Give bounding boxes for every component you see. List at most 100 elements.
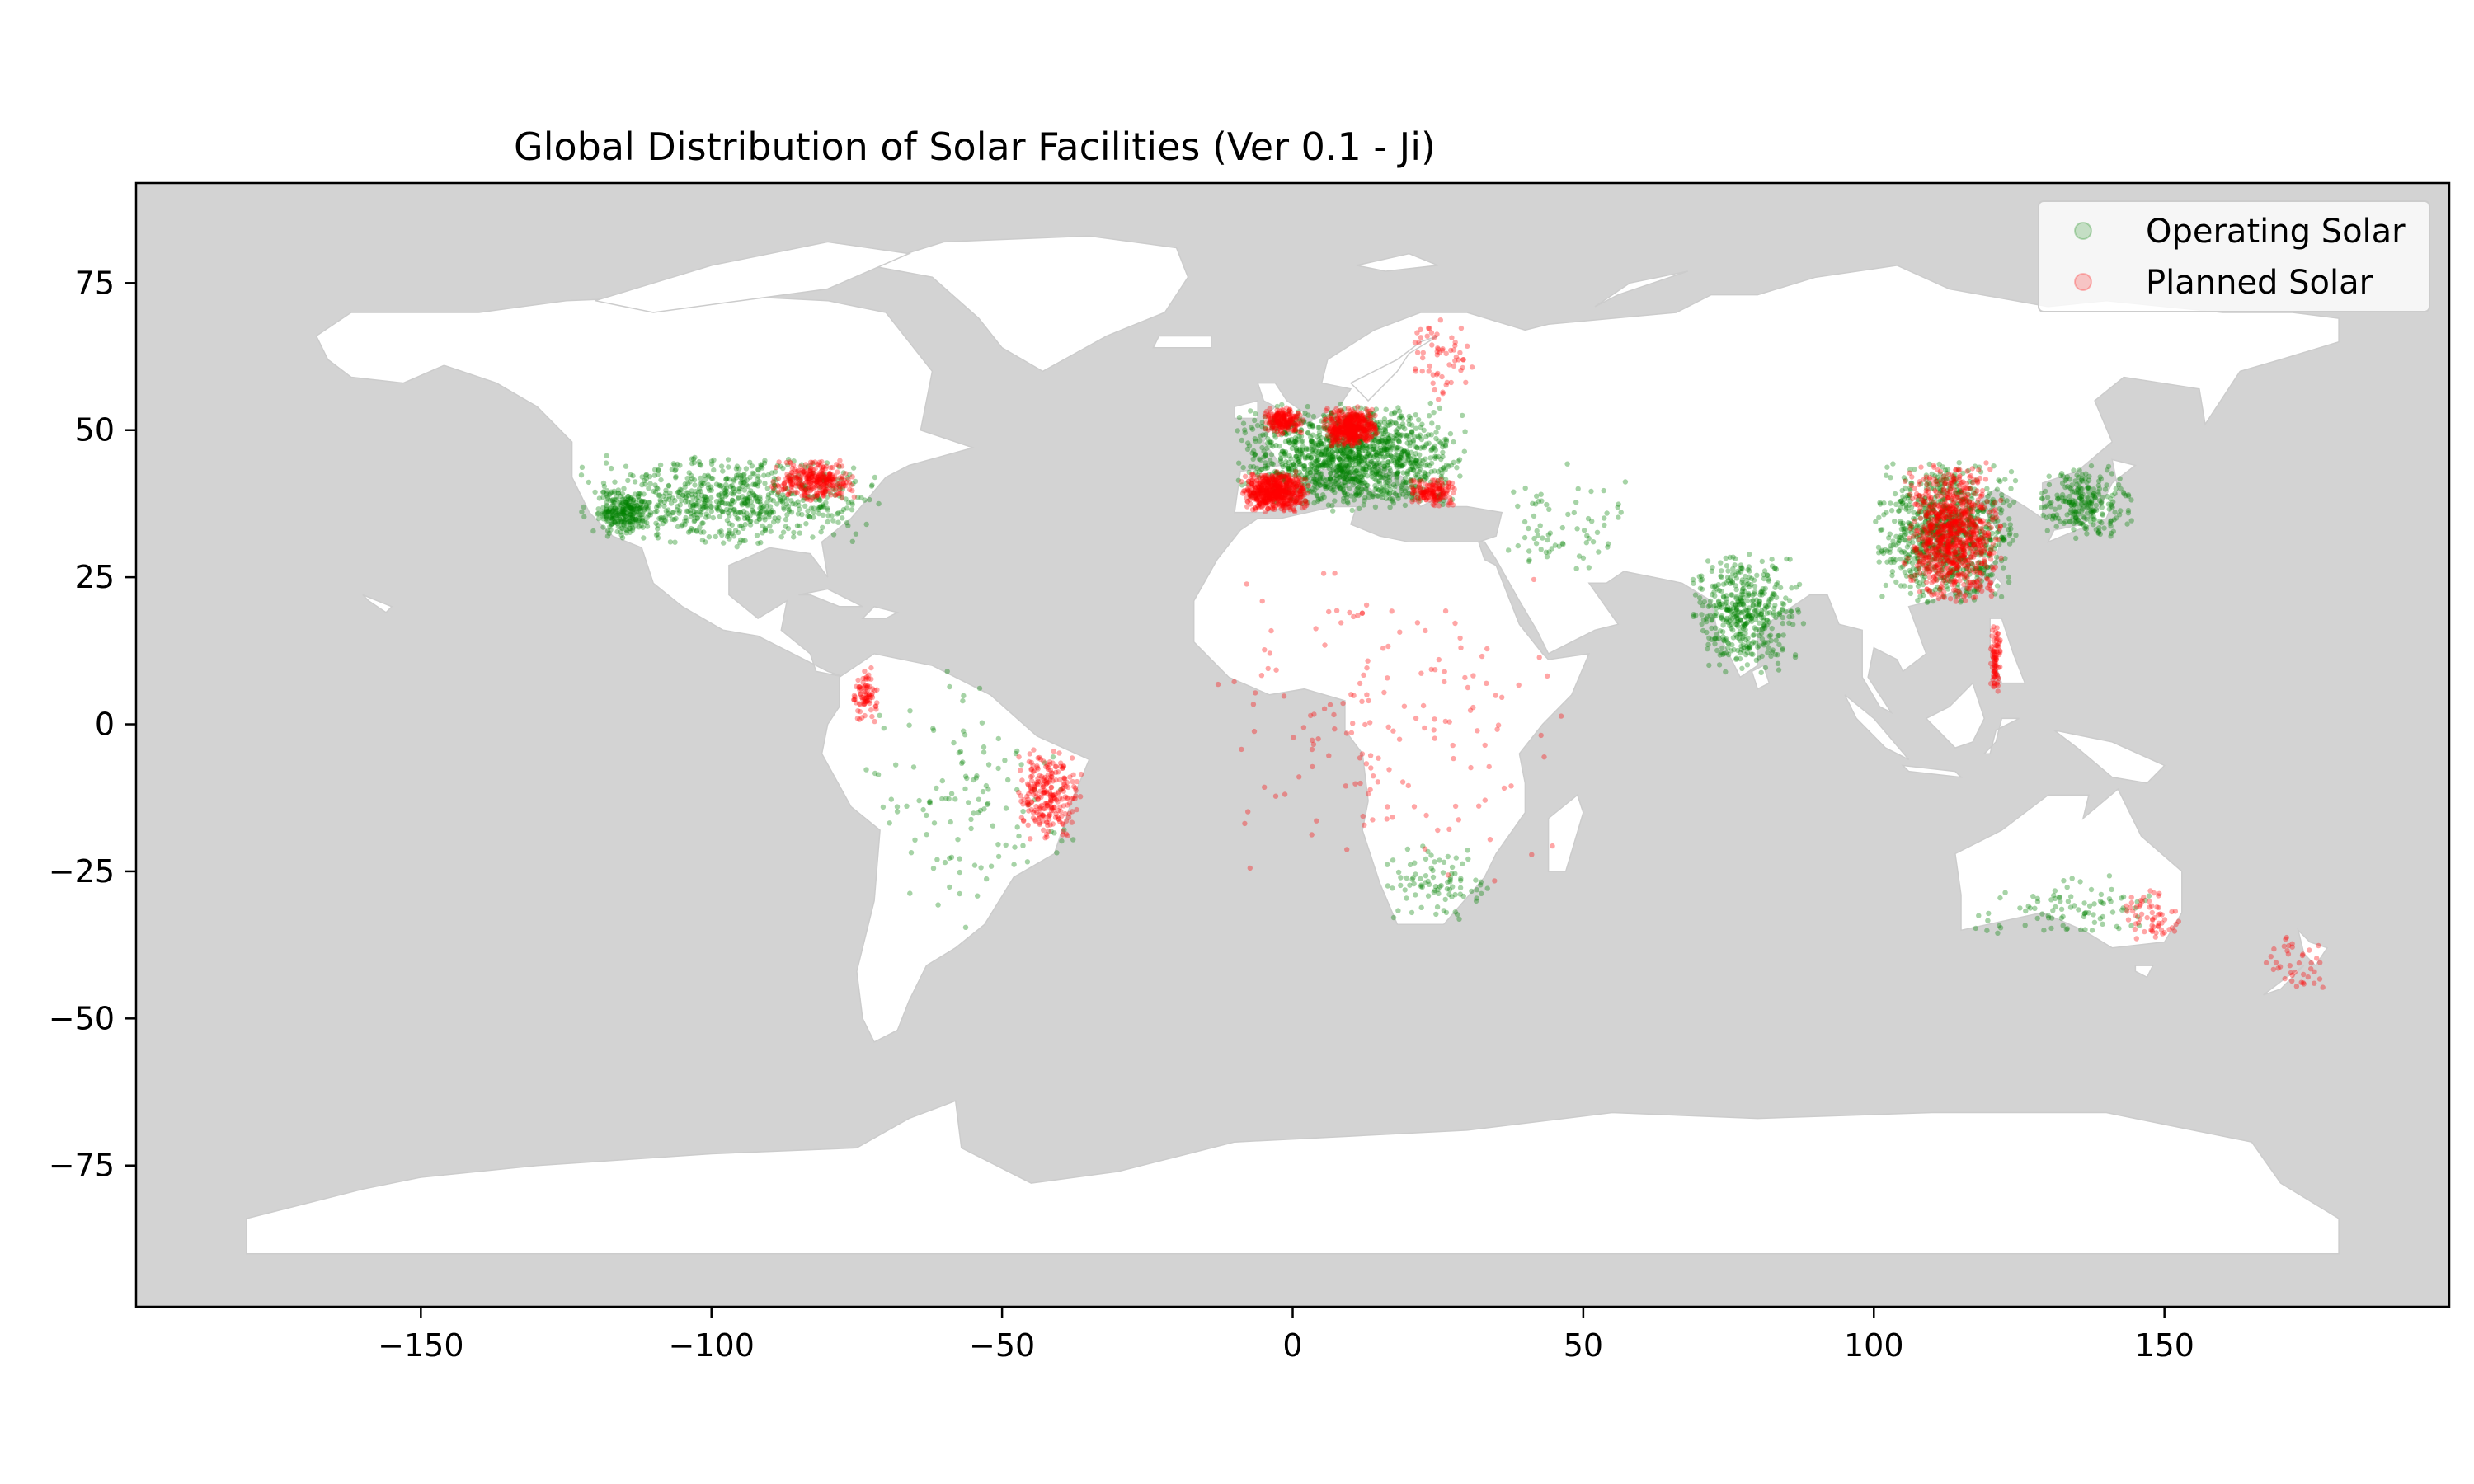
operating-solar-point [1409, 461, 1413, 466]
operating-solar-point [980, 721, 985, 726]
operating-solar-point [2076, 907, 2081, 912]
operating-solar-point [1719, 646, 1724, 650]
operating-solar-point [1730, 571, 1735, 576]
operating-solar-point [916, 798, 921, 803]
planned-solar-point [1279, 495, 1284, 500]
operating-solar-point [1889, 508, 1894, 513]
operating-solar-point [1385, 883, 1390, 888]
operating-solar-point [766, 492, 771, 497]
operating-solar-point [2001, 565, 2006, 570]
operating-solar-point [692, 482, 697, 487]
operating-solar-point [1899, 527, 1904, 532]
operating-solar-point [1718, 652, 1723, 657]
operating-solar-point [2002, 477, 2007, 481]
operating-solar-point [1999, 594, 2004, 599]
operating-solar-point [1443, 444, 1448, 448]
operating-solar-point [939, 796, 944, 801]
operating-solar-point [699, 493, 704, 498]
operating-solar-point [2099, 892, 2104, 897]
operating-solar-point [620, 491, 625, 496]
operating-solar-point [1898, 583, 1903, 588]
operating-solar-point [1305, 430, 1310, 435]
operating-solar-point [960, 759, 965, 764]
operating-solar-point [725, 501, 730, 506]
operating-solar-point [1403, 887, 1408, 892]
operating-solar-point [1995, 583, 2000, 588]
operating-solar-point [2121, 491, 2126, 496]
operating-solar-point [1884, 583, 1888, 588]
operating-solar-point [1616, 505, 1620, 510]
operating-solar-point [1347, 486, 1352, 491]
operating-solar-point [1762, 622, 1767, 627]
operating-solar-point [716, 493, 721, 498]
operating-solar-point [2089, 887, 2094, 892]
operating-solar-point [990, 824, 995, 829]
operating-solar-point [1741, 648, 1746, 653]
operating-solar-point [1903, 531, 1908, 536]
operating-solar-point [1740, 577, 1745, 582]
operating-solar-point [655, 503, 660, 508]
operating-solar-point [1249, 425, 1253, 430]
operating-solar-point [1752, 589, 1757, 594]
operating-solar-point [1378, 453, 1383, 458]
operating-solar-point [658, 463, 663, 467]
operating-solar-point [1438, 883, 1443, 888]
planned-solar-point [1244, 504, 1249, 509]
operating-solar-point [1382, 427, 1387, 432]
operating-solar-point [1382, 420, 1387, 425]
operating-solar-point [1759, 631, 1764, 636]
operating-solar-point [1752, 625, 1757, 630]
operating-solar-point [787, 509, 792, 514]
operating-solar-point [731, 477, 736, 482]
operating-solar-point [1705, 642, 1710, 647]
operating-solar-point [614, 529, 619, 534]
operating-solar-point [604, 460, 609, 465]
operating-solar-point [1435, 904, 1440, 909]
operating-solar-point [1545, 538, 1550, 542]
operating-solar-point [1438, 440, 1443, 445]
operating-solar-point [2100, 922, 2105, 927]
operating-solar-point [724, 489, 729, 494]
operating-solar-point [1239, 438, 1244, 443]
operating-solar-point [1793, 652, 1798, 657]
operating-solar-point [2007, 503, 2012, 508]
operating-solar-point [951, 740, 956, 745]
operating-solar-point [682, 522, 687, 527]
operating-solar-point [1881, 512, 1886, 517]
operating-solar-point [1372, 463, 1377, 468]
operating-solar-point [762, 460, 767, 465]
operating-solar-point [1265, 440, 1270, 445]
operating-solar-point [1907, 585, 1912, 589]
operating-solar-point [1534, 494, 1539, 499]
operating-solar-point [1546, 549, 1551, 554]
operating-solar-point [882, 726, 887, 730]
operating-solar-point [1984, 928, 1989, 933]
operating-solar-point [1333, 481, 1338, 486]
operating-solar-point [960, 698, 965, 703]
operating-solar-point [2114, 924, 2119, 929]
operating-solar-point [2076, 512, 2081, 517]
operating-solar-point [1433, 430, 1438, 434]
operating-solar-point [750, 471, 755, 476]
operating-solar-point [1888, 500, 1893, 505]
operating-solar-point [1286, 466, 1291, 471]
operating-solar-point [714, 506, 719, 511]
operating-solar-point [717, 501, 722, 506]
operating-solar-point [985, 801, 990, 805]
operating-solar-point [1428, 455, 1433, 460]
operating-solar-point [1754, 658, 1759, 663]
operating-solar-point [1446, 854, 1451, 859]
operating-solar-point [1602, 523, 1606, 528]
operating-solar-point [862, 497, 867, 502]
operating-solar-point [1768, 654, 1773, 659]
operating-solar-point [2126, 492, 2131, 497]
operating-solar-point [698, 510, 703, 514]
operating-solar-point [1324, 482, 1329, 487]
operating-solar-point [656, 467, 661, 472]
operating-solar-point [1717, 662, 1722, 667]
operating-solar-point [1776, 611, 1781, 616]
operating-solar-point [1409, 430, 1414, 435]
operating-solar-point [981, 749, 986, 754]
operating-solar-point [1789, 585, 1794, 590]
operating-solar-point [689, 492, 694, 497]
